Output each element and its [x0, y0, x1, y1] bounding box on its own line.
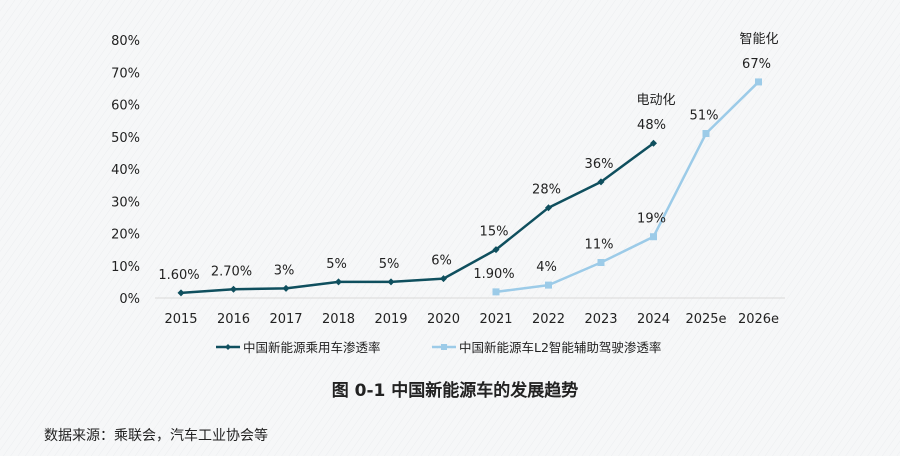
data-label: 51%: [690, 109, 719, 124]
data-point-series-1: [440, 275, 447, 283]
data-label: 6%: [431, 254, 452, 269]
legend: 中国新能源乘用车渗透率 中国新能源车L2智能辅助驾驶渗透率: [216, 340, 661, 355]
data-point-series-2: [702, 130, 710, 138]
data-point-series-1: [545, 204, 552, 212]
data-label: 28%: [532, 183, 561, 198]
y-tick-label: 0%: [119, 292, 140, 307]
x-tick-label: 2018: [322, 312, 355, 327]
chart-title: 图 0-1 中国新能源车的发展趋势: [332, 380, 579, 401]
data-point-series-1: [177, 289, 185, 297]
data-label: 3%: [274, 263, 295, 278]
data-point-series-2: [755, 78, 762, 86]
data-label: 19%: [637, 212, 666, 227]
data-point-series-1: [387, 278, 395, 286]
data-label: 2.70%: [211, 264, 252, 279]
x-tick-label: 2015: [164, 312, 197, 327]
series-line-2: [495, 81, 760, 294]
series-line-1: [180, 142, 655, 295]
data-label: 11%: [585, 238, 614, 253]
data-label: 5%: [379, 257, 400, 272]
y-tick-label: 50%: [111, 131, 140, 146]
y-tick-label: 40%: [111, 163, 140, 178]
data-label: 4%: [536, 260, 557, 275]
x-tick-label: 2020: [427, 312, 460, 327]
data-point-series-1: [230, 285, 237, 293]
data-point-series-2: [492, 288, 500, 296]
y-tick-label: 60%: [111, 99, 140, 114]
data-label: 67%: [742, 57, 771, 72]
x-tick-label: 2021: [479, 312, 512, 327]
x-tick-label: 2022: [532, 312, 565, 327]
y-tick-label: 20%: [111, 228, 140, 243]
data-label: 36%: [585, 157, 614, 172]
x-tick-label: 2025e: [685, 312, 726, 327]
source-note: 数据来源：乘联会，汽车工业协会等: [44, 427, 268, 444]
y-tick-label: 70%: [111, 66, 140, 81]
data-point-series-1: [597, 178, 605, 186]
data-label: 5%: [326, 257, 347, 272]
data-point-series-2: [545, 281, 552, 289]
annotation-electrification: 电动化: [636, 93, 675, 108]
y-tick-label: 30%: [111, 195, 140, 210]
data-point-series-2: [650, 233, 657, 241]
legend-label-series-1: 中国新能源乘用车渗透率: [243, 340, 381, 355]
data-point-series-1: [492, 246, 500, 254]
data-label: 1.90%: [473, 267, 514, 282]
annotation-intelligence: 智能化: [739, 32, 778, 47]
data-label: 1.60%: [158, 268, 199, 283]
data-point-series-1: [282, 284, 290, 292]
x-tick-label: 2017: [269, 312, 302, 327]
legend-marker-series-2: [441, 344, 447, 350]
data-point-series-2: [597, 259, 605, 267]
y-tick-label: 10%: [111, 260, 140, 275]
data-label: 48%: [637, 118, 666, 133]
x-tick-label: 2016: [217, 312, 250, 327]
x-tick-label: 2019: [374, 312, 407, 327]
legend-label-series-2: 中国新能源车L2智能辅助驾驶渗透率: [459, 340, 661, 355]
x-tick-label: 2026e: [738, 312, 779, 327]
data-point-series-1: [335, 278, 342, 286]
x-tick-label: 2024: [637, 312, 670, 327]
y-tick-label: 80%: [111, 34, 140, 49]
data-point-series-1: [650, 139, 657, 147]
data-label: 15%: [480, 225, 509, 240]
x-tick-label: 2023: [584, 312, 617, 327]
legend-marker-series-1: [225, 344, 231, 350]
